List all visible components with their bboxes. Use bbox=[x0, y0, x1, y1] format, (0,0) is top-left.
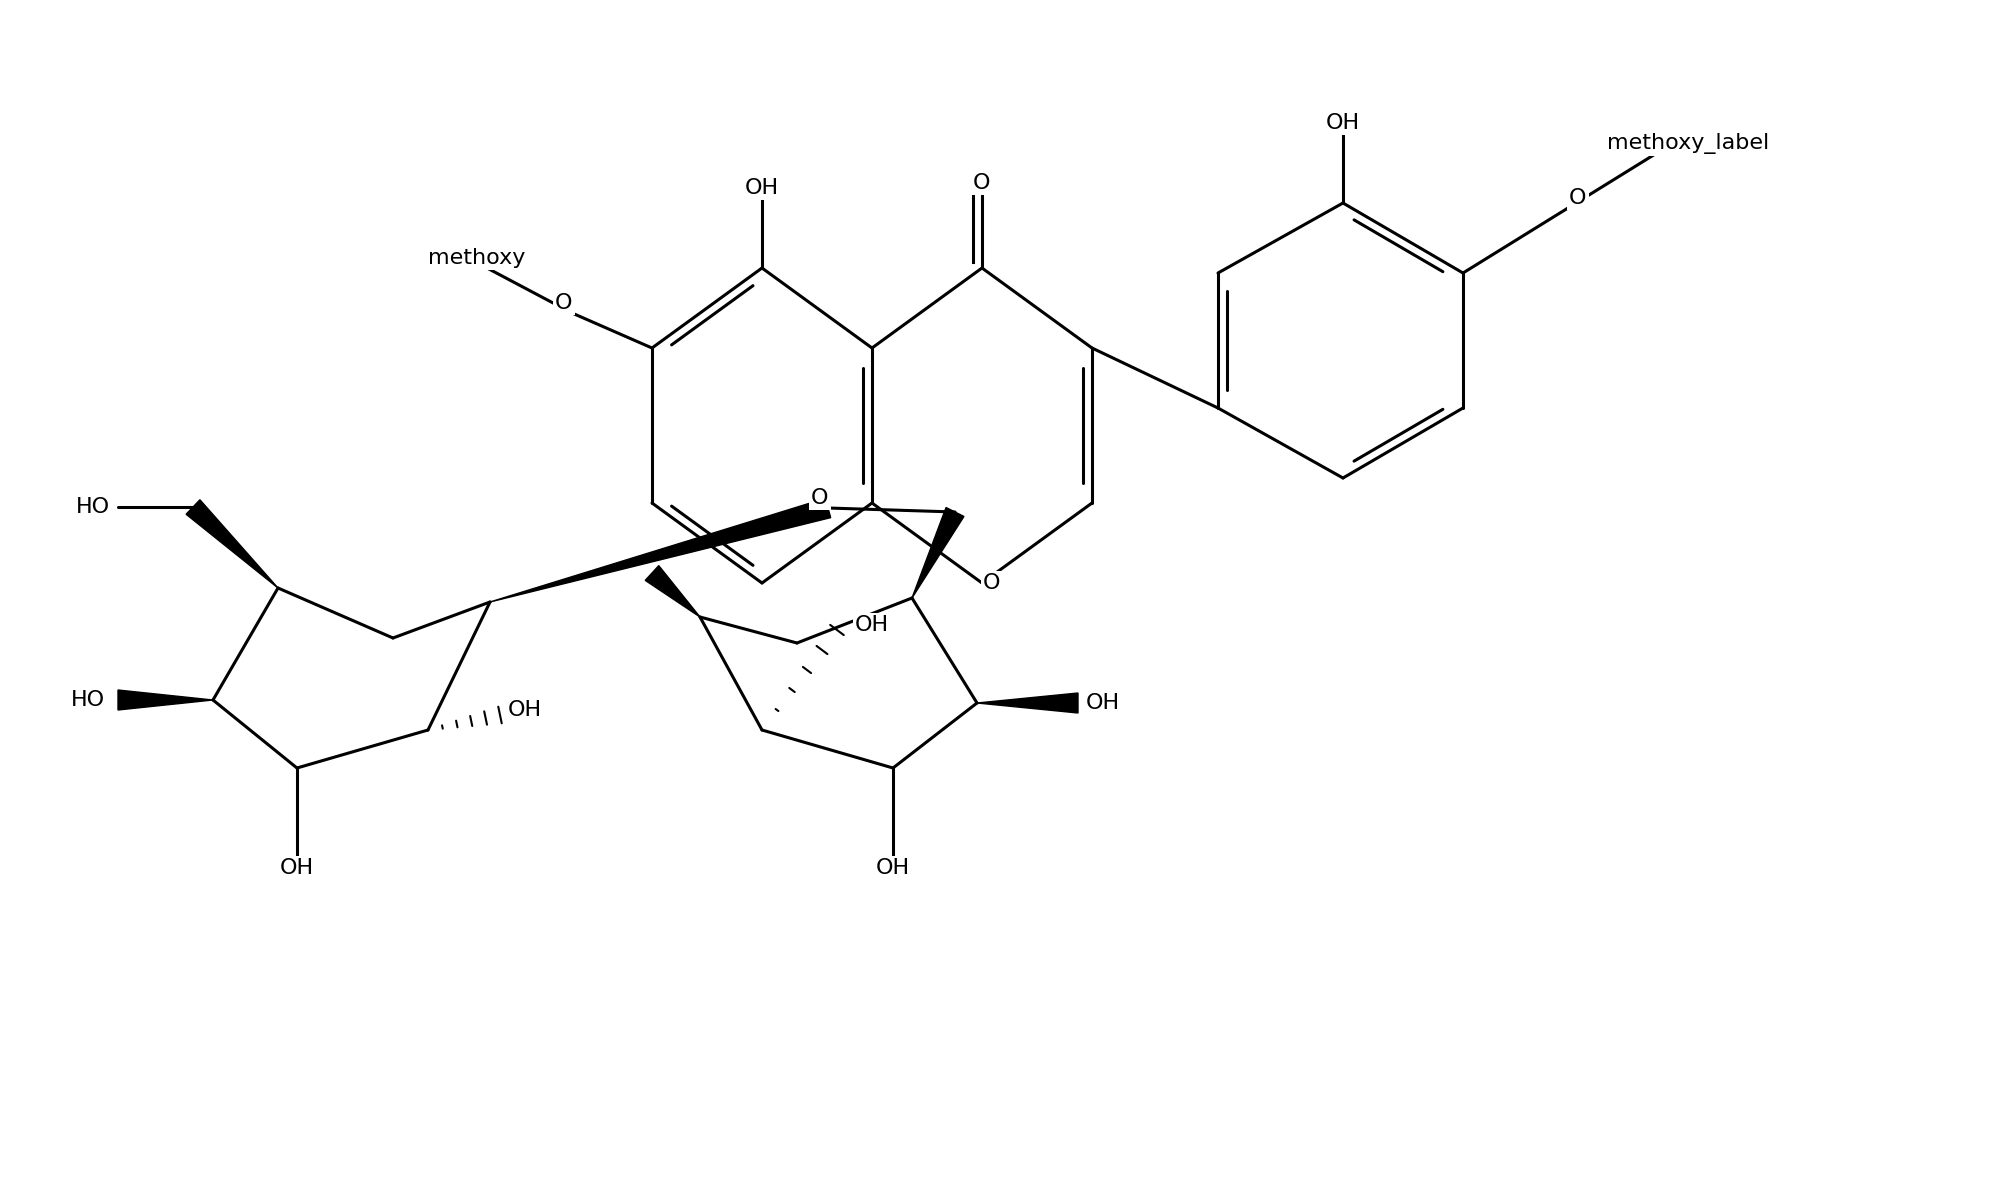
Polygon shape bbox=[491, 498, 831, 602]
Text: methoxy_label: methoxy_label bbox=[1608, 132, 1769, 153]
Polygon shape bbox=[911, 508, 964, 598]
Text: OH: OH bbox=[280, 858, 314, 878]
Text: O: O bbox=[555, 293, 573, 313]
Polygon shape bbox=[978, 693, 1078, 713]
Text: OH: OH bbox=[507, 700, 541, 720]
Text: OH: OH bbox=[1326, 113, 1360, 133]
Text: HO: HO bbox=[76, 497, 111, 517]
Polygon shape bbox=[185, 499, 278, 588]
Text: methoxy: methoxy bbox=[429, 249, 525, 269]
Text: OH: OH bbox=[875, 858, 909, 878]
Text: O: O bbox=[984, 573, 1000, 593]
Text: OH: OH bbox=[855, 615, 889, 635]
Text: OH: OH bbox=[1086, 693, 1121, 713]
Polygon shape bbox=[646, 565, 700, 617]
Text: OH: OH bbox=[744, 178, 779, 198]
Text: O: O bbox=[1569, 188, 1587, 209]
Text: O: O bbox=[974, 173, 990, 193]
Text: O: O bbox=[811, 488, 829, 508]
Text: HO: HO bbox=[70, 690, 105, 710]
Polygon shape bbox=[119, 690, 213, 710]
